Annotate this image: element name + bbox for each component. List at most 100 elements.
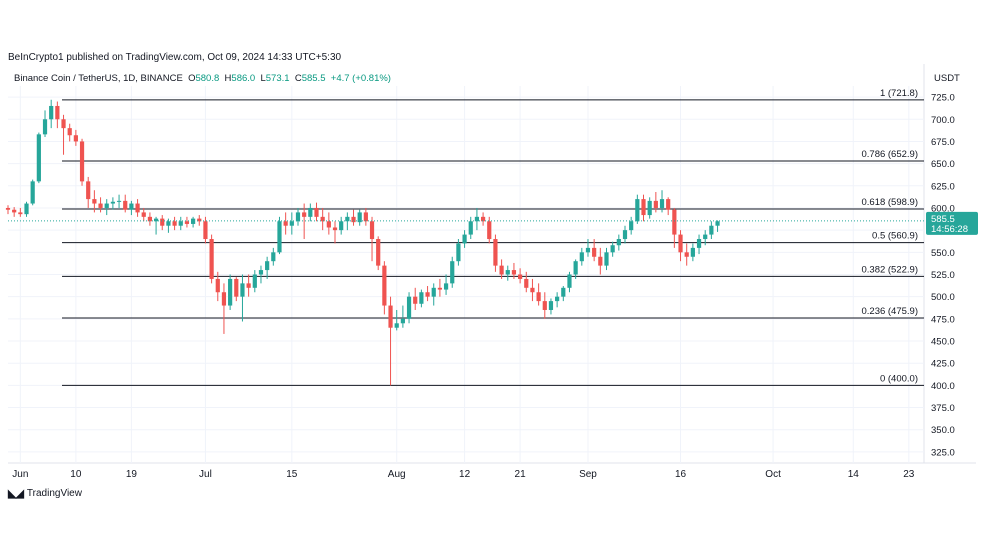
candle-body [209, 239, 214, 279]
candle-body [579, 252, 584, 262]
candle-body [641, 199, 646, 216]
candle-body [536, 292, 541, 302]
candle-body [672, 209, 677, 235]
y-tick-label: 500.0 [931, 292, 955, 303]
candle-body [715, 221, 720, 226]
symbol-legend: Binance Coin / TetherUS, 1D, BINANCE O58… [14, 73, 391, 84]
y-tick-label: 675.0 [931, 137, 955, 148]
candle-body [116, 200, 122, 202]
candle-body [487, 221, 492, 240]
current-price-badge [926, 211, 978, 235]
candle-body [221, 292, 227, 306]
candle-body [684, 252, 689, 257]
candle-body [184, 221, 190, 224]
candle-body [271, 252, 276, 262]
candle-body [548, 301, 554, 310]
candle-body [141, 212, 146, 217]
candle-body [67, 128, 72, 136]
candle-body [61, 119, 66, 129]
y-tick-label: 725.0 [931, 93, 955, 104]
x-tick-label: 19 [126, 469, 138, 480]
candle-body [104, 203, 109, 208]
tradingview-brand-label: TradingView [26, 488, 82, 499]
candle-body [567, 274, 572, 288]
candle-body [400, 318, 405, 324]
candle-body [228, 278, 233, 306]
candle-body [332, 227, 338, 231]
tradingview-logo-icon: ◣◢ [8, 488, 24, 500]
candle-body [203, 221, 208, 240]
candle-body [351, 216, 356, 223]
y-tick-label: 650.0 [931, 159, 955, 170]
candle-body [166, 221, 171, 226]
candle-body [320, 216, 325, 222]
candle-body [123, 200, 128, 210]
candle-body [622, 230, 628, 240]
candle-body [542, 301, 547, 310]
candle-body [382, 265, 387, 306]
y-tick-label: 700.0 [931, 115, 955, 126]
candle-body [160, 218, 165, 226]
candle-body [635, 199, 640, 222]
candle-body [530, 287, 535, 293]
fib-level-label: 0.382 (522.9) [861, 264, 918, 275]
candle-body [252, 274, 257, 288]
x-tick-label: 12 [459, 469, 471, 480]
candle-body [178, 221, 183, 226]
change-value: +4.7 (+0.81%) [330, 73, 391, 84]
y-tick-label: 400.0 [931, 381, 955, 392]
candle-body [197, 218, 202, 222]
candle-body [585, 247, 591, 253]
candle-body [709, 225, 714, 235]
candle-body [363, 212, 368, 222]
candle-body [659, 199, 665, 208]
candle-body [18, 212, 23, 215]
candle-body [42, 119, 48, 135]
candle-body [215, 278, 220, 293]
candle-body [474, 216, 480, 222]
y-tick-label: 600.0 [931, 203, 955, 214]
candle-body [647, 200, 652, 216]
x-tick-label: Jul [199, 469, 212, 480]
candle-body [388, 305, 393, 328]
close-value: 585.5 [301, 73, 326, 84]
candle-body [172, 221, 177, 226]
candle-body [345, 216, 350, 222]
candle-body [277, 221, 282, 253]
open-value: 580.8 [195, 73, 220, 84]
high-label: H [224, 73, 232, 84]
candle-body [302, 212, 307, 217]
candle-body [357, 212, 362, 223]
candle-body [30, 181, 35, 204]
candle-body [376, 239, 381, 266]
candle-body [308, 207, 313, 217]
currency-label: USDT [934, 73, 960, 84]
candle-body [690, 247, 695, 257]
y-tick-label: 550.0 [931, 248, 955, 259]
candle-body [258, 270, 264, 275]
candle-body [431, 287, 436, 297]
candle-body [666, 199, 671, 210]
candle-body [629, 221, 634, 231]
candle-body [462, 234, 467, 244]
candle-body [493, 239, 498, 266]
y-tick-label: 325.0 [931, 447, 955, 458]
candle-body [394, 323, 399, 328]
candle-body [283, 221, 288, 226]
candle-body [49, 105, 54, 120]
candle-body [153, 218, 159, 222]
current-price-value: 585.5 [931, 214, 955, 225]
candle-body [55, 105, 60, 120]
fib-level-label: 0.618 (598.9) [861, 197, 918, 208]
candle-body [129, 203, 134, 210]
candle-body [98, 203, 103, 208]
candle-body [246, 283, 251, 288]
candle-body [326, 221, 331, 228]
candle-body [456, 243, 461, 262]
candle-body [480, 216, 486, 222]
y-tick-label: 525.0 [931, 270, 955, 281]
candle-body [92, 199, 97, 204]
candle-body [610, 245, 615, 253]
fib-level-label: 0 (400.0) [880, 373, 918, 384]
